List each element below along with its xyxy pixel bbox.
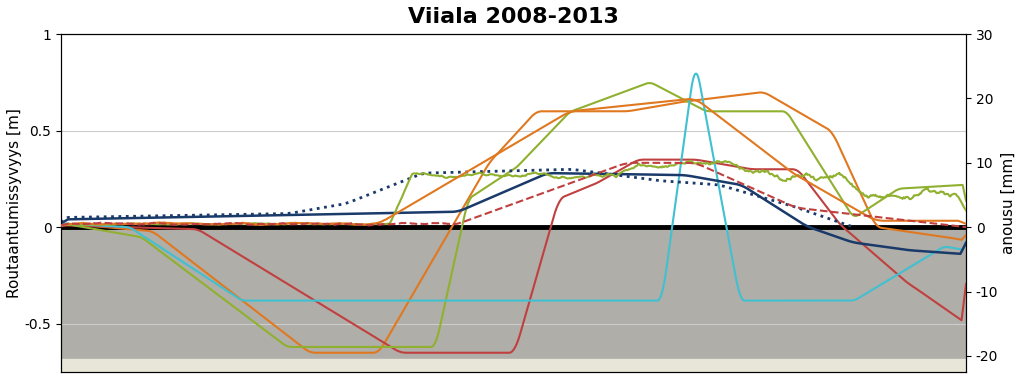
Title: Viiala 2008-2013: Viiala 2008-2013 (408, 7, 619, 27)
Y-axis label: anousu [mm]: anousu [mm] (1002, 152, 1016, 254)
Bar (61, 227, 966, 372)
Y-axis label: Routaantumissyvyys [m]: Routaantumissyvyys [m] (7, 108, 21, 298)
Bar (61, 34, 966, 227)
Bar (61, 359, 966, 372)
